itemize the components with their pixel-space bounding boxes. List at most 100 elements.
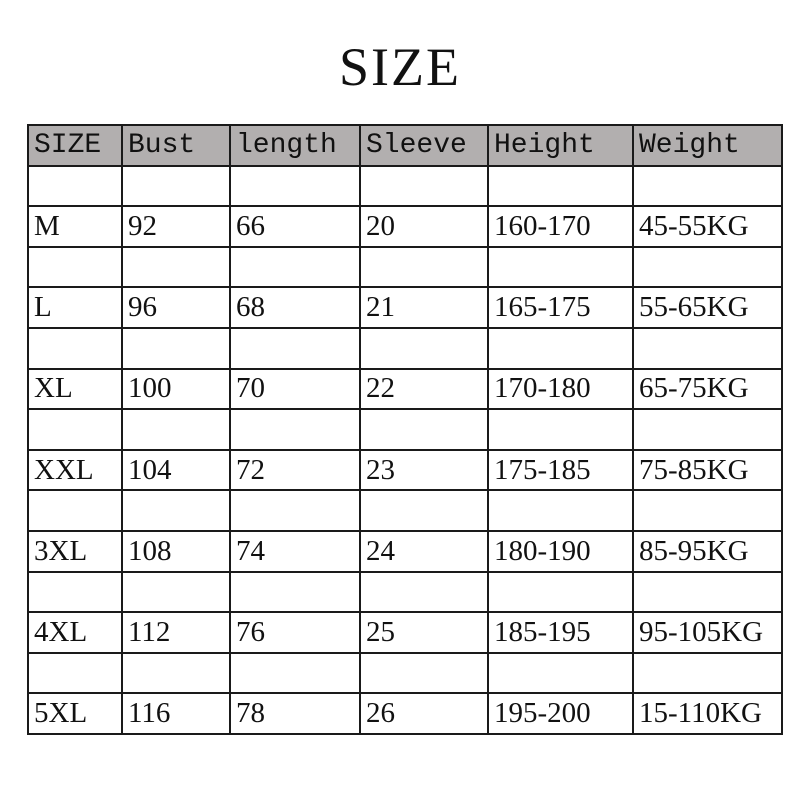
cell-weight: 65-75KG [632, 367, 783, 411]
empty-cell [359, 164, 489, 208]
cell-length: 68 [229, 286, 361, 329]
cell-weight: 95-105KG [632, 611, 783, 654]
empty-cell [632, 245, 783, 289]
empty-cell [632, 164, 783, 208]
page-title: SIZE [339, 37, 461, 97]
cell-height: 185-195 [487, 611, 634, 654]
cell-height: 195-200 [487, 692, 634, 735]
header-row: SIZE Bust length Sleeve Height Weight [27, 124, 783, 167]
empty-cell [229, 245, 361, 289]
empty-cell [632, 408, 783, 451]
cell-weight: 15-110KG [632, 692, 783, 735]
cell-sleeve: 21 [359, 286, 489, 329]
cell-size: XL [27, 367, 123, 411]
spacer-row [27, 570, 783, 614]
cell-length: 72 [229, 448, 361, 492]
cell-sleeve: 20 [359, 205, 489, 248]
header-bust: Bust [121, 124, 231, 167]
spacer-row [27, 489, 783, 532]
empty-cell [487, 651, 634, 695]
cell-weight: 45-55KG [632, 205, 783, 248]
spacer-row [27, 651, 783, 695]
empty-cell [487, 245, 634, 289]
table-row: L 96 68 21 165-175 55-65KG [27, 286, 783, 329]
empty-cell [359, 408, 489, 451]
empty-cell [359, 489, 489, 532]
empty-cell [359, 326, 489, 370]
cell-sleeve: 24 [359, 529, 489, 573]
cell-length: 74 [229, 529, 361, 573]
table-row: 3XL 108 74 24 180-190 85-95KG [27, 529, 783, 573]
empty-cell [487, 489, 634, 532]
cell-bust: 104 [121, 448, 231, 492]
header-weight: Weight [632, 124, 783, 167]
empty-cell [229, 489, 361, 532]
cell-sleeve: 26 [359, 692, 489, 735]
cell-length: 70 [229, 367, 361, 411]
empty-cell [487, 164, 634, 208]
cell-bust: 116 [121, 692, 231, 735]
cell-length: 66 [229, 205, 361, 248]
cell-size: 4XL [27, 611, 123, 654]
empty-cell [121, 326, 231, 370]
empty-cell [229, 164, 361, 208]
empty-cell [27, 326, 123, 370]
cell-bust: 100 [121, 367, 231, 411]
empty-cell [487, 570, 634, 614]
empty-cell [359, 651, 489, 695]
header-sleeve: Sleeve [359, 124, 489, 167]
table-row: 5XL 116 78 26 195-200 15-110KG [27, 692, 783, 735]
empty-cell [27, 408, 123, 451]
cell-sleeve: 22 [359, 367, 489, 411]
empty-cell [27, 651, 123, 695]
table-row: M 92 66 20 160-170 45-55KG [27, 205, 783, 248]
header-length: length [229, 124, 361, 167]
empty-cell [121, 570, 231, 614]
spacer-row [27, 326, 783, 370]
empty-cell [359, 570, 489, 614]
empty-cell [632, 326, 783, 370]
cell-length: 78 [229, 692, 361, 735]
empty-cell [487, 326, 634, 370]
spacer-row [27, 408, 783, 451]
table-row: 4XL 112 76 25 185-195 95-105KG [27, 611, 783, 654]
empty-cell [229, 408, 361, 451]
cell-length: 76 [229, 611, 361, 654]
empty-cell [121, 651, 231, 695]
empty-cell [229, 326, 361, 370]
empty-cell [229, 651, 361, 695]
cell-height: 170-180 [487, 367, 634, 411]
cell-height: 165-175 [487, 286, 634, 329]
cell-weight: 85-95KG [632, 529, 783, 573]
empty-cell [27, 570, 123, 614]
cell-bust: 92 [121, 205, 231, 248]
cell-bust: 112 [121, 611, 231, 654]
cell-size: M [27, 205, 123, 248]
cell-size: L [27, 286, 123, 329]
cell-height: 160-170 [487, 205, 634, 248]
empty-cell [632, 651, 783, 695]
empty-cell [27, 489, 123, 532]
cell-size: XXL [27, 448, 123, 492]
cell-size: 3XL [27, 529, 123, 573]
empty-cell [121, 245, 231, 289]
empty-cell [359, 245, 489, 289]
empty-cell [632, 570, 783, 614]
empty-cell [27, 164, 123, 208]
table-row: XXL 104 72 23 175-185 75-85KG [27, 448, 783, 492]
cell-height: 175-185 [487, 448, 634, 492]
cell-weight: 75-85KG [632, 448, 783, 492]
cell-bust: 108 [121, 529, 231, 573]
header-size: SIZE [27, 124, 123, 167]
empty-cell [27, 245, 123, 289]
cell-height: 180-190 [487, 529, 634, 573]
spacer-row [27, 164, 783, 208]
table-row: XL 100 70 22 170-180 65-75KG [27, 367, 783, 411]
spacer-row [27, 245, 783, 289]
empty-cell [121, 164, 231, 208]
cell-size: 5XL [27, 692, 123, 735]
cell-sleeve: 23 [359, 448, 489, 492]
header-height: Height [487, 124, 634, 167]
empty-cell [229, 570, 361, 614]
